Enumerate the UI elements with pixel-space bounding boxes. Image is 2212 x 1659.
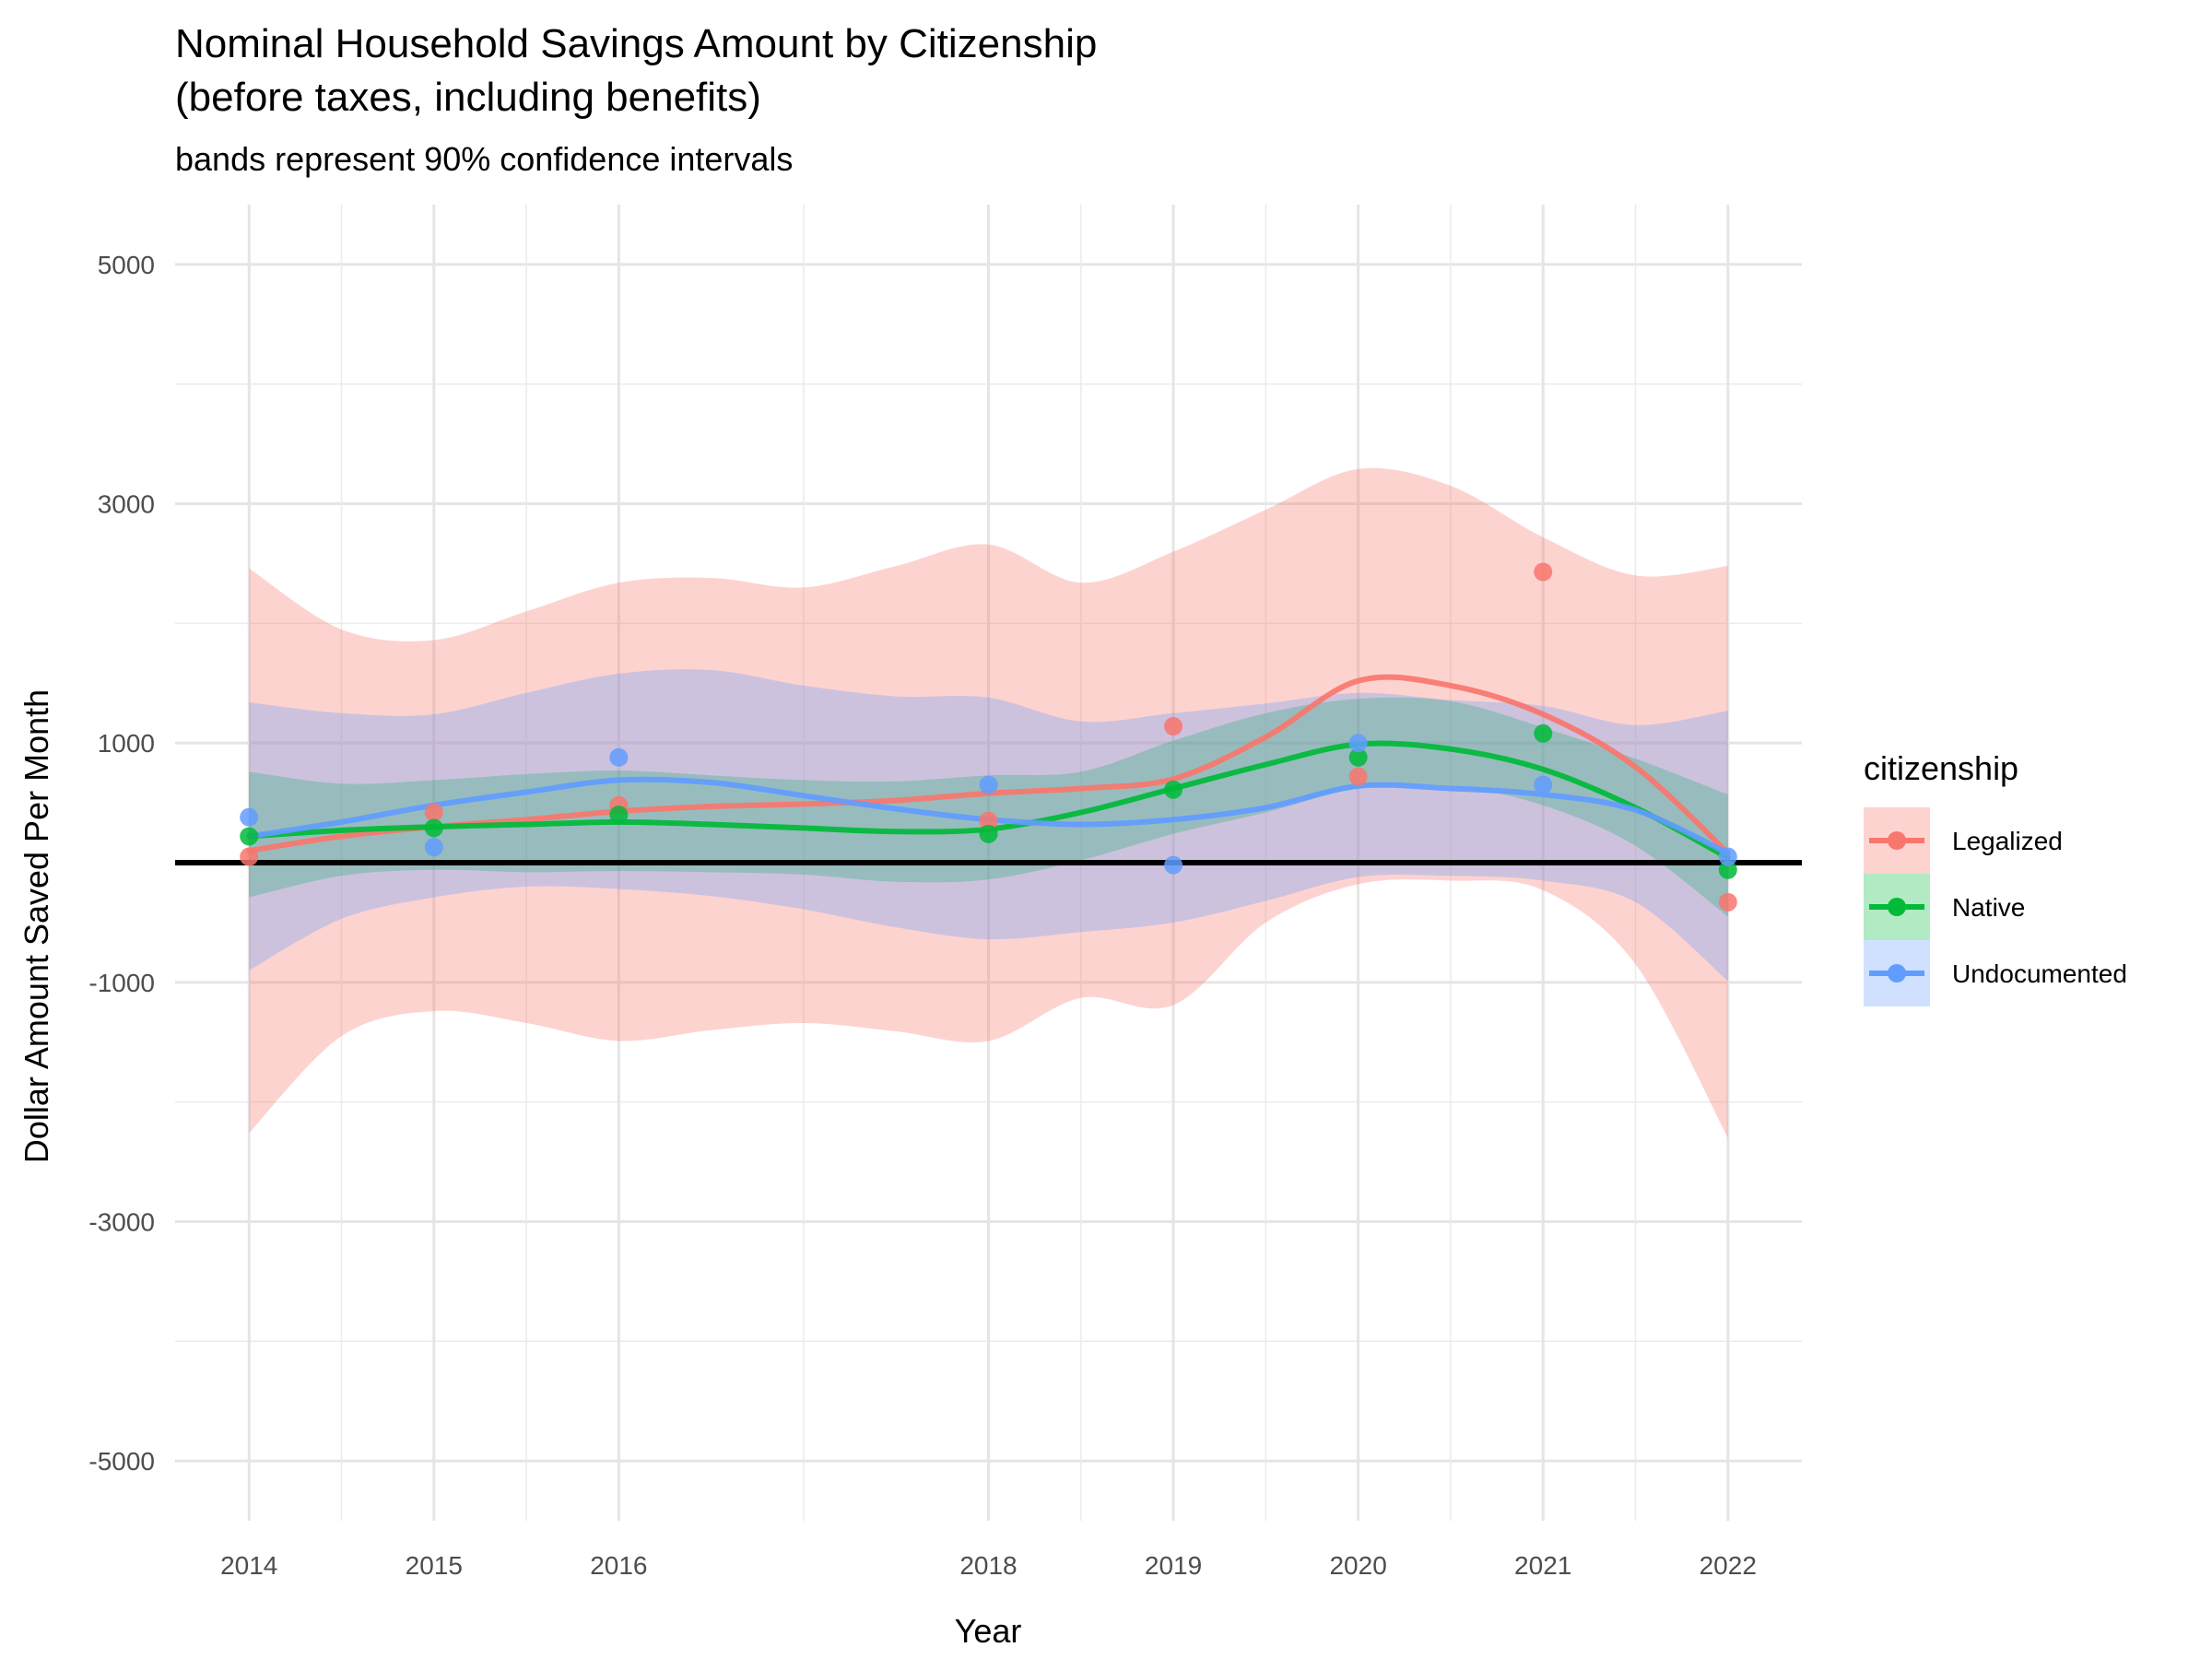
data-point-undocumented [1164, 855, 1183, 875]
data-point-native [1534, 724, 1553, 743]
legend-key-point [1888, 964, 1906, 982]
data-point-native [609, 806, 629, 825]
data-point-native [424, 818, 443, 838]
legend-title: citizenship [1864, 749, 2018, 787]
y-axis-title: Dollar Amount Saved Per Month [18, 689, 55, 1163]
data-point-native [240, 827, 259, 846]
y-tick-label: -3000 [88, 1207, 155, 1236]
x-tick-label: 2016 [590, 1551, 647, 1580]
data-point-native [979, 824, 998, 843]
x-tick-label: 2020 [1329, 1551, 1386, 1580]
chart-title: Nominal Household Savings Amount by Citi… [175, 21, 1097, 66]
x-tick-label: 2022 [1700, 1551, 1757, 1580]
data-point-native [1164, 780, 1183, 799]
x-tick-label: 2018 [959, 1551, 1017, 1580]
tick-labels: 2014 2015 2016 2018 2019 2020 2021 2022 -5000 -30… [88, 251, 1757, 1580]
legend-label-native: Native [1952, 893, 2025, 922]
data-point-legalized [1534, 562, 1553, 582]
data-point-undocumented [424, 838, 443, 857]
y-tick-label: 1000 [98, 729, 155, 758]
data-point-native [1718, 860, 1737, 879]
legend-key-point [1888, 831, 1906, 850]
data-point-legalized [424, 803, 443, 822]
confidence-bands [249, 467, 1728, 1138]
legend-label-legalized: Legalized [1952, 827, 2063, 855]
x-tick-label: 2015 [406, 1551, 463, 1580]
data-point-native [1348, 747, 1368, 767]
data-point-legalized [979, 811, 998, 830]
data-point-legalized [240, 847, 259, 866]
data-point-undocumented [979, 775, 998, 794]
y-tick-label: 5000 [98, 251, 155, 279]
legend-label-undocumented: Undocumented [1952, 959, 2127, 988]
x-tick-label: 2019 [1145, 1551, 1202, 1580]
y-tick-label: 3000 [98, 490, 155, 519]
data-points [240, 562, 1737, 912]
data-point-undocumented [609, 747, 629, 767]
y-tick-label: -1000 [88, 969, 155, 997]
data-point-undocumented [1534, 775, 1553, 794]
y-tick-label: -5000 [88, 1447, 155, 1476]
legend: citizenship Legalized Native Undocumented [1864, 749, 2127, 1006]
data-point-undocumented [1348, 734, 1368, 753]
data-point-legalized [1348, 767, 1368, 786]
chart-title-line2: (before taxes, including benefits) [175, 75, 761, 120]
chart-subtitle: bands represent 90% confidence intervals [175, 140, 793, 178]
data-point-legalized [1718, 892, 1737, 912]
x-tick-label: 2014 [220, 1551, 277, 1580]
legend-key-point [1888, 898, 1906, 916]
x-axis-title: Year [955, 1612, 1022, 1650]
confidence-band-legalized [249, 467, 1728, 1138]
data-point-legalized [1164, 717, 1183, 736]
data-point-undocumented [1718, 847, 1737, 866]
x-tick-label: 2021 [1514, 1551, 1571, 1580]
data-point-undocumented [240, 807, 259, 827]
